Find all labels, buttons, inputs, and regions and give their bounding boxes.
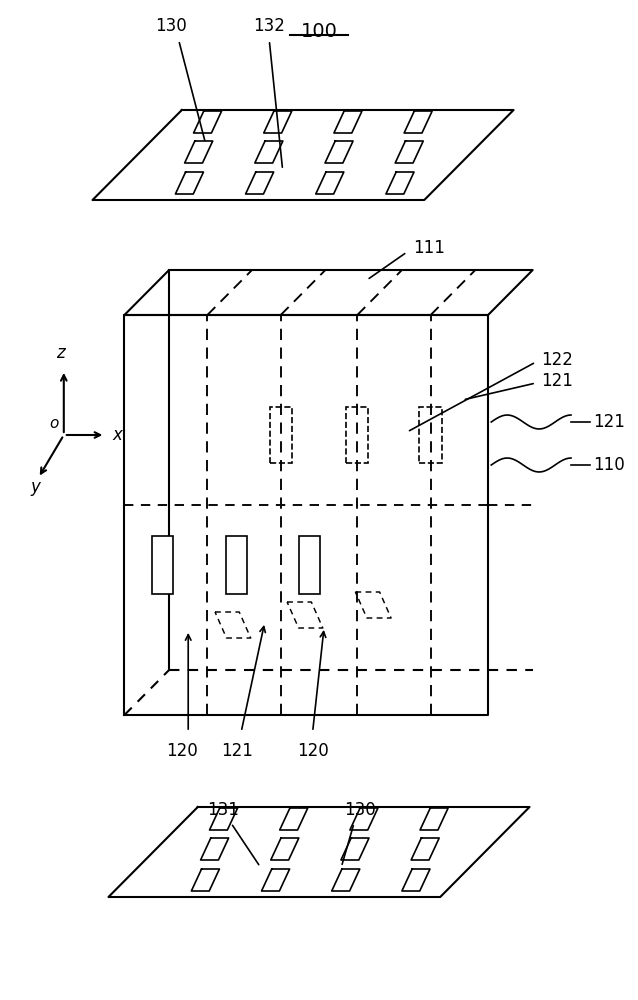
Text: x: x	[113, 426, 122, 444]
Text: 121: 121	[541, 372, 573, 390]
Text: 120: 120	[166, 742, 198, 760]
Text: o: o	[50, 416, 59, 431]
Text: z: z	[56, 344, 65, 362]
Text: 120: 120	[297, 742, 329, 760]
Text: 130: 130	[345, 801, 376, 819]
Text: 122: 122	[541, 351, 573, 369]
Text: 132: 132	[253, 17, 285, 35]
Bar	[346, 408, 369, 462]
Text: 121: 121	[221, 742, 253, 760]
Text: 131: 131	[207, 801, 239, 819]
Text: 121: 121	[593, 413, 625, 431]
Bar	[299, 536, 320, 594]
Bar	[226, 536, 246, 594]
Text: 110: 110	[593, 456, 625, 474]
Bar	[269, 408, 292, 462]
Bar	[152, 536, 173, 594]
Text: y: y	[30, 478, 40, 496]
Text: 100: 100	[300, 22, 338, 41]
Text: 130: 130	[155, 17, 187, 35]
Text: 111: 111	[413, 239, 445, 257]
Bar	[420, 408, 442, 462]
